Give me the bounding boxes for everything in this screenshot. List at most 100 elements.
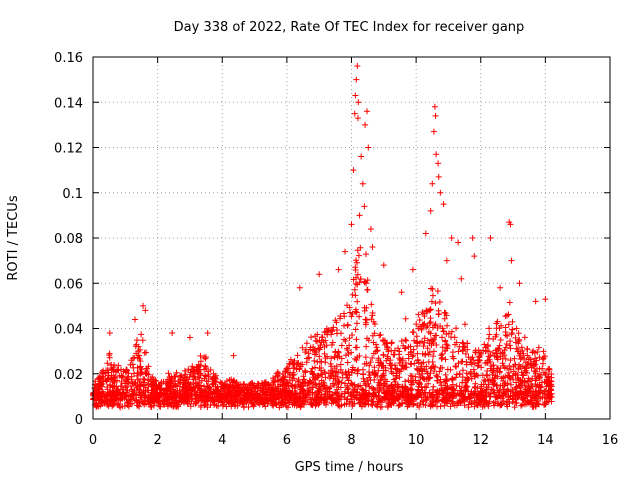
data-point [106, 354, 113, 361]
data-point [386, 390, 393, 397]
data-point [152, 383, 159, 390]
data-point [312, 333, 319, 340]
data-point [490, 362, 497, 369]
data-point [506, 299, 513, 306]
data-point [312, 348, 319, 355]
data-point [531, 362, 538, 369]
data-point [391, 347, 398, 354]
data-point [124, 375, 131, 382]
data-point [414, 340, 421, 347]
data-point [512, 399, 519, 406]
data-point [368, 301, 375, 308]
data-point [505, 369, 512, 376]
data-point [409, 266, 416, 273]
data-point [424, 345, 431, 352]
data-point [396, 360, 403, 367]
data-point [353, 259, 360, 266]
data-point [456, 383, 463, 390]
data-point [429, 285, 436, 292]
data-point [498, 375, 505, 382]
data-point [326, 375, 333, 382]
data-point [221, 396, 228, 403]
data-point [329, 327, 336, 334]
data-point [491, 374, 498, 381]
data-point [334, 398, 341, 405]
data-point [282, 400, 289, 407]
data-point [228, 399, 235, 406]
data-point [436, 298, 443, 305]
data-point [408, 386, 415, 393]
data-point [416, 316, 423, 323]
data-point [516, 336, 523, 343]
data-point [445, 330, 452, 337]
data-point [360, 391, 367, 398]
data-point [356, 352, 363, 359]
data-point [444, 366, 451, 373]
data-point [93, 397, 100, 404]
data-point [259, 391, 266, 398]
data-point [452, 374, 459, 381]
data-point [384, 339, 391, 346]
data-point [127, 396, 134, 403]
data-point [125, 403, 132, 410]
data-point [317, 386, 324, 393]
data-point [270, 380, 277, 387]
data-point [518, 389, 525, 396]
data-point [254, 384, 261, 391]
data-point [284, 404, 291, 411]
data-point [299, 361, 306, 368]
data-point [117, 397, 124, 404]
data-point [290, 361, 297, 368]
data-point [274, 369, 281, 376]
data-point [513, 325, 520, 332]
data-point [380, 338, 387, 345]
data-point [117, 382, 124, 389]
y-tick-label: 0.1 [62, 187, 83, 202]
data-point [353, 357, 360, 364]
data-point [243, 386, 250, 393]
data-point [361, 203, 368, 210]
data-point [341, 336, 348, 343]
data-point [254, 391, 261, 398]
data-point [363, 343, 370, 350]
data-point [485, 400, 492, 407]
data-point [348, 221, 355, 228]
data-point [390, 376, 397, 383]
data-point [434, 287, 441, 294]
data-point [260, 399, 267, 406]
data-point [512, 385, 519, 392]
data-point [542, 371, 549, 378]
data-point [143, 349, 150, 356]
x-tick-label: 8 [347, 433, 355, 448]
data-point [351, 110, 358, 117]
data-point [295, 376, 302, 383]
data-point [353, 336, 360, 343]
data-point [380, 262, 387, 269]
axis-ticks: 0 2 4 6 8 10 12 14 16 0 0.02 0.04 0.06 0.08 0.1 0.12 0.1… [54, 51, 618, 448]
data-point [401, 345, 408, 352]
data-point [104, 360, 111, 367]
data-point [388, 402, 395, 409]
data-point [464, 340, 471, 347]
data-point [344, 386, 351, 393]
data-point [428, 401, 435, 408]
data-point [482, 348, 489, 355]
data-point [497, 400, 504, 407]
data-point [516, 280, 523, 287]
data-point [502, 380, 509, 387]
data-point [342, 371, 349, 378]
data-point [157, 385, 164, 392]
data-point [507, 357, 514, 364]
data-point [247, 381, 254, 388]
data-point [262, 403, 269, 410]
data-point [421, 339, 428, 346]
data-point [121, 402, 128, 409]
data-point [478, 364, 485, 371]
data-point [123, 377, 130, 384]
data-point [540, 348, 547, 355]
data-point [407, 378, 414, 385]
data-point [225, 394, 232, 401]
data-point [98, 369, 105, 376]
data-point [356, 279, 363, 286]
